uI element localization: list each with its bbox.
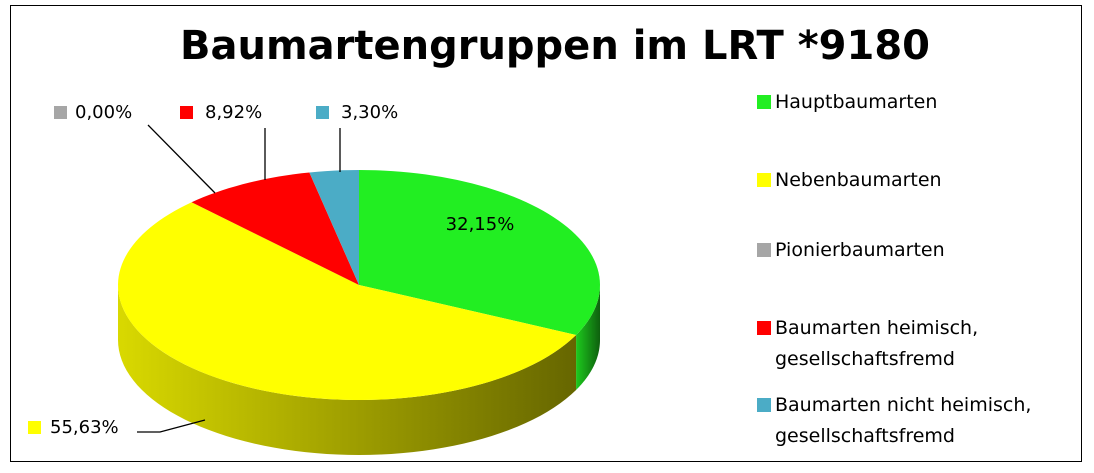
data-label: 8,92%: [205, 102, 262, 123]
slice-side: [118, 285, 577, 455]
slice: [118, 202, 577, 400]
leader-line: [147, 124, 216, 194]
data-label: 32,15%: [446, 214, 515, 235]
legend-swatch: [757, 95, 771, 109]
slice: [309, 170, 359, 285]
legend-label: Pionierbaumarten: [775, 239, 945, 261]
legend-label: Baumarten heimisch, gesellschaftsfremd: [775, 317, 979, 370]
legend-entry: Hauptbaumarten: [757, 87, 1077, 118]
chart-frame: [10, 5, 1082, 462]
legend-label: Hauptbaumarten: [775, 91, 938, 113]
slice-side: [576, 285, 600, 390]
legend-entry: Nebenbaumarten: [757, 165, 1077, 196]
legend-entry: Baumarten heimisch, gesellschaftsfremd: [757, 313, 1077, 375]
data-label: 0,00%: [75, 102, 132, 123]
legend-entry: Baumarten nicht heimisch, gesellschaftsf…: [757, 390, 1077, 452]
label-swatch: [54, 106, 67, 119]
legend-label: Nebenbaumarten: [775, 169, 942, 191]
legend-swatch: [757, 398, 771, 412]
label-swatch: [28, 421, 41, 434]
slice: [359, 170, 600, 335]
legend-swatch: [757, 321, 771, 335]
data-label: 55,63%: [50, 417, 119, 438]
legend-entry: Pionierbaumarten: [757, 235, 1077, 266]
chart-title: Baumartengruppen im LRT *9180: [180, 23, 930, 69]
legend-label: Baumarten nicht heimisch, gesellschaftsf…: [775, 394, 1032, 447]
slice: [191, 172, 359, 285]
legend-swatch: [757, 243, 771, 257]
label-swatch: [180, 106, 193, 119]
legend-swatch: [757, 173, 771, 187]
label-swatch: [316, 106, 329, 119]
data-label: 3,30%: [341, 102, 398, 123]
leader-line: [137, 419, 206, 433]
